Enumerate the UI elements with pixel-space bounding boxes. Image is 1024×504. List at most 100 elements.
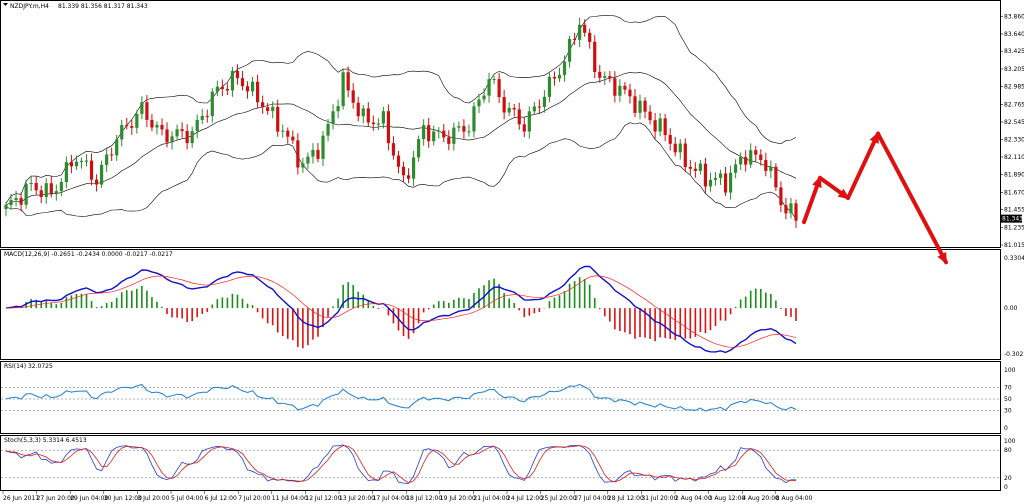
macd-panel-frame bbox=[0, 249, 1001, 360]
time-label: 5 Jul 04:00 bbox=[171, 495, 203, 502]
candle-body bbox=[255, 81, 260, 103]
candles bbox=[4, 17, 798, 228]
candle-body bbox=[723, 173, 728, 193]
candle-body bbox=[215, 86, 219, 92]
axis-labels: 83.860 83.640 83.425 83.205 82.985 82.765 82.5… bbox=[2, 13, 1024, 502]
candle-body bbox=[497, 79, 501, 98]
candle-body bbox=[552, 76, 557, 79]
candle-body bbox=[668, 135, 672, 144]
candle-body bbox=[583, 24, 587, 33]
candle-body bbox=[261, 102, 265, 108]
price-tick-label: 82.765 bbox=[1004, 101, 1024, 108]
candle-body bbox=[532, 106, 536, 112]
candle-body bbox=[371, 122, 375, 125]
candle-body bbox=[195, 119, 199, 132]
candle-body bbox=[472, 106, 476, 132]
candle-body bbox=[658, 118, 662, 132]
candle-body bbox=[578, 24, 582, 40]
candle-body bbox=[718, 173, 723, 179]
candle-body bbox=[336, 106, 340, 112]
candle-body bbox=[562, 61, 567, 75]
time-label: 2 Aug 04:00 bbox=[675, 495, 712, 502]
time-label: 28 Jul 12:00 bbox=[608, 495, 644, 502]
time-label: 7 Jul 20:00 bbox=[238, 495, 270, 502]
rsi-title: RSI(14) 32.0725 bbox=[4, 363, 53, 370]
candle-body bbox=[628, 89, 632, 97]
candle-body bbox=[739, 157, 743, 165]
price-tick-label: 82.110 bbox=[1004, 154, 1024, 161]
candle-body bbox=[351, 90, 355, 103]
candle-body bbox=[356, 102, 360, 117]
time-label: 27 Jul 04:00 bbox=[574, 495, 610, 502]
time-label: 8 Aug 04:00 bbox=[776, 495, 813, 502]
price-tick-label: 81.670 bbox=[1004, 189, 1024, 196]
candle-body bbox=[542, 96, 547, 107]
candle-body bbox=[769, 166, 773, 171]
candle-body bbox=[593, 41, 597, 72]
projection-arrow-shaft bbox=[846, 131, 880, 200]
candle-body bbox=[401, 166, 406, 176]
time-label: 29 Jun 04:00 bbox=[70, 495, 108, 502]
candle-body bbox=[306, 156, 310, 164]
candle-body bbox=[24, 183, 28, 205]
candle-body bbox=[291, 136, 295, 141]
time-label: 4 Aug 20:00 bbox=[742, 495, 779, 502]
candle-body bbox=[427, 125, 431, 142]
price-tick-label: 82.545 bbox=[1004, 119, 1024, 126]
price-tick-label: 82.330 bbox=[1004, 136, 1024, 143]
candle-body bbox=[452, 127, 456, 144]
candle-body bbox=[708, 179, 713, 187]
candle-body bbox=[417, 139, 421, 158]
candle-body bbox=[94, 179, 99, 185]
candle-body bbox=[693, 168, 697, 171]
rsi-tick-label: 70 bbox=[1004, 384, 1012, 391]
candle-body bbox=[120, 125, 124, 140]
price-tick-label: 83.640 bbox=[1004, 31, 1024, 38]
candle-body bbox=[4, 205, 8, 210]
candle-body bbox=[507, 107, 511, 113]
candle-body bbox=[774, 166, 778, 188]
candle-body bbox=[688, 166, 692, 169]
band-upper bbox=[5, 15, 797, 204]
candle-body bbox=[557, 74, 562, 79]
candle-body bbox=[608, 76, 612, 79]
candle-body bbox=[321, 135, 325, 159]
candle-body bbox=[744, 157, 748, 165]
candle-body bbox=[457, 126, 461, 128]
candle-body bbox=[442, 130, 446, 138]
candle-body bbox=[754, 150, 758, 155]
band-lower bbox=[5, 122, 797, 220]
candle-body bbox=[341, 72, 345, 107]
time-label: 26 Jun 2017 bbox=[3, 495, 39, 502]
candle-body bbox=[386, 111, 391, 144]
candle-body bbox=[713, 178, 718, 180]
candle-body bbox=[638, 100, 642, 113]
candle-body bbox=[160, 124, 164, 130]
rsi-tick-label: 100 bbox=[1004, 367, 1016, 374]
candle-body bbox=[567, 39, 572, 62]
candle-body bbox=[366, 108, 370, 123]
candle-body bbox=[447, 137, 451, 144]
candle-body bbox=[537, 106, 541, 108]
candle-body bbox=[245, 86, 250, 92]
symbol-dropdown-icon[interactable] bbox=[3, 3, 8, 6]
rsi-tick-label: 50 bbox=[1004, 396, 1012, 403]
candle-body bbox=[623, 85, 627, 90]
stoch-tick-label: 20 bbox=[1004, 475, 1012, 482]
candle-body bbox=[698, 163, 702, 171]
candle-body bbox=[316, 149, 320, 159]
macd-tick-label: 0.00 bbox=[1004, 305, 1018, 312]
candle-body bbox=[734, 164, 738, 173]
candle-body bbox=[286, 130, 290, 137]
candle-body bbox=[311, 149, 315, 157]
candle-body bbox=[703, 163, 708, 187]
candle-body bbox=[346, 72, 350, 91]
candle-body bbox=[225, 88, 230, 91]
candle-body bbox=[653, 120, 657, 132]
time-label: 25 Jul 20:00 bbox=[541, 495, 577, 502]
candle-body bbox=[381, 111, 385, 124]
candle-body bbox=[44, 183, 48, 198]
candle-body bbox=[180, 129, 184, 132]
candle-body bbox=[19, 198, 23, 205]
